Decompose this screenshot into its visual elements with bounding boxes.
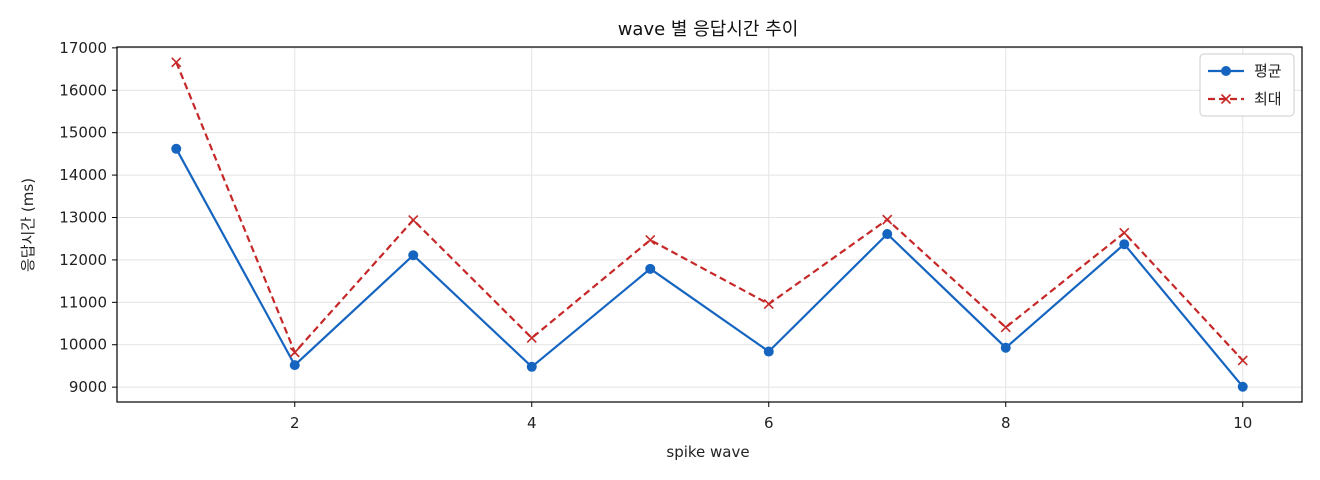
series-line bbox=[175, 148, 1244, 388]
data-point bbox=[1221, 66, 1231, 76]
data-point bbox=[408, 250, 419, 261]
data-point bbox=[645, 263, 656, 274]
y-tick-label: 13000 bbox=[59, 209, 107, 227]
x-marker-stroke bbox=[1220, 93, 1232, 105]
y-tick-label: 9000 bbox=[69, 378, 107, 396]
x-marker-stroke bbox=[882, 214, 893, 225]
legend-item: 평균 bbox=[1208, 62, 1282, 80]
data-point bbox=[763, 346, 774, 357]
x-tick-label: 8 bbox=[1001, 414, 1011, 432]
chart-title: wave 별 응답시간 추이 bbox=[618, 19, 799, 40]
series-line bbox=[175, 61, 1244, 362]
y-tick-label: 17000 bbox=[59, 39, 107, 57]
series-2 bbox=[171, 57, 1248, 366]
x-tick-label: 4 bbox=[527, 414, 537, 432]
data-point bbox=[1237, 355, 1248, 366]
data-point bbox=[408, 214, 419, 226]
data-point bbox=[171, 143, 182, 154]
y-tick-label: 11000 bbox=[59, 293, 107, 311]
series-layer bbox=[171, 57, 1248, 392]
data-point bbox=[289, 360, 300, 371]
x-marker-stroke bbox=[171, 57, 182, 68]
data-point bbox=[526, 361, 537, 372]
x-marker-stroke bbox=[289, 347, 300, 358]
data-point bbox=[1000, 342, 1011, 353]
data-point bbox=[171, 57, 182, 68]
data-point bbox=[289, 347, 300, 358]
y-tick-label: 15000 bbox=[59, 124, 107, 142]
x-marker-stroke bbox=[1119, 227, 1130, 238]
x-marker-stroke bbox=[408, 214, 419, 226]
y-tick-label: 16000 bbox=[59, 81, 107, 99]
legend-label: 평균 bbox=[1254, 62, 1282, 80]
data-point bbox=[763, 298, 774, 310]
data-point bbox=[882, 229, 893, 240]
x-tick-label: 6 bbox=[764, 414, 774, 432]
plot-frame bbox=[116, 46, 1303, 403]
series-1 bbox=[171, 143, 1248, 392]
legend-item: 최대 bbox=[1208, 90, 1282, 108]
y-tick-label: 12000 bbox=[59, 251, 107, 269]
data-point bbox=[1119, 239, 1130, 250]
y-tick-label: 14000 bbox=[59, 166, 107, 184]
y-tick-label: 10000 bbox=[59, 336, 107, 354]
data-point bbox=[526, 332, 537, 344]
x-tick-label: 10 bbox=[1233, 414, 1252, 432]
legend-label: 최대 bbox=[1254, 90, 1282, 108]
data-point bbox=[1237, 381, 1248, 392]
x-axis-title: spike wave bbox=[666, 443, 749, 461]
data-point bbox=[882, 214, 893, 225]
y-axis-title: 응답시간 (ms) bbox=[19, 178, 37, 272]
x-marker-stroke bbox=[1237, 355, 1248, 366]
data-point bbox=[1000, 322, 1011, 333]
x-tick-label: 2 bbox=[290, 414, 300, 432]
x-marker-stroke bbox=[645, 234, 656, 246]
axis-ticks: 2 4 6 8 10 9000 10000 11000 12000 13000 14000 15000… bbox=[59, 39, 1252, 432]
x-marker-stroke bbox=[1000, 322, 1011, 333]
x-marker-stroke bbox=[526, 332, 537, 344]
data-point bbox=[1119, 227, 1130, 238]
grid bbox=[117, 47, 1302, 402]
data-point bbox=[1220, 93, 1232, 105]
data-point bbox=[645, 234, 656, 246]
x-marker-stroke bbox=[763, 298, 774, 310]
